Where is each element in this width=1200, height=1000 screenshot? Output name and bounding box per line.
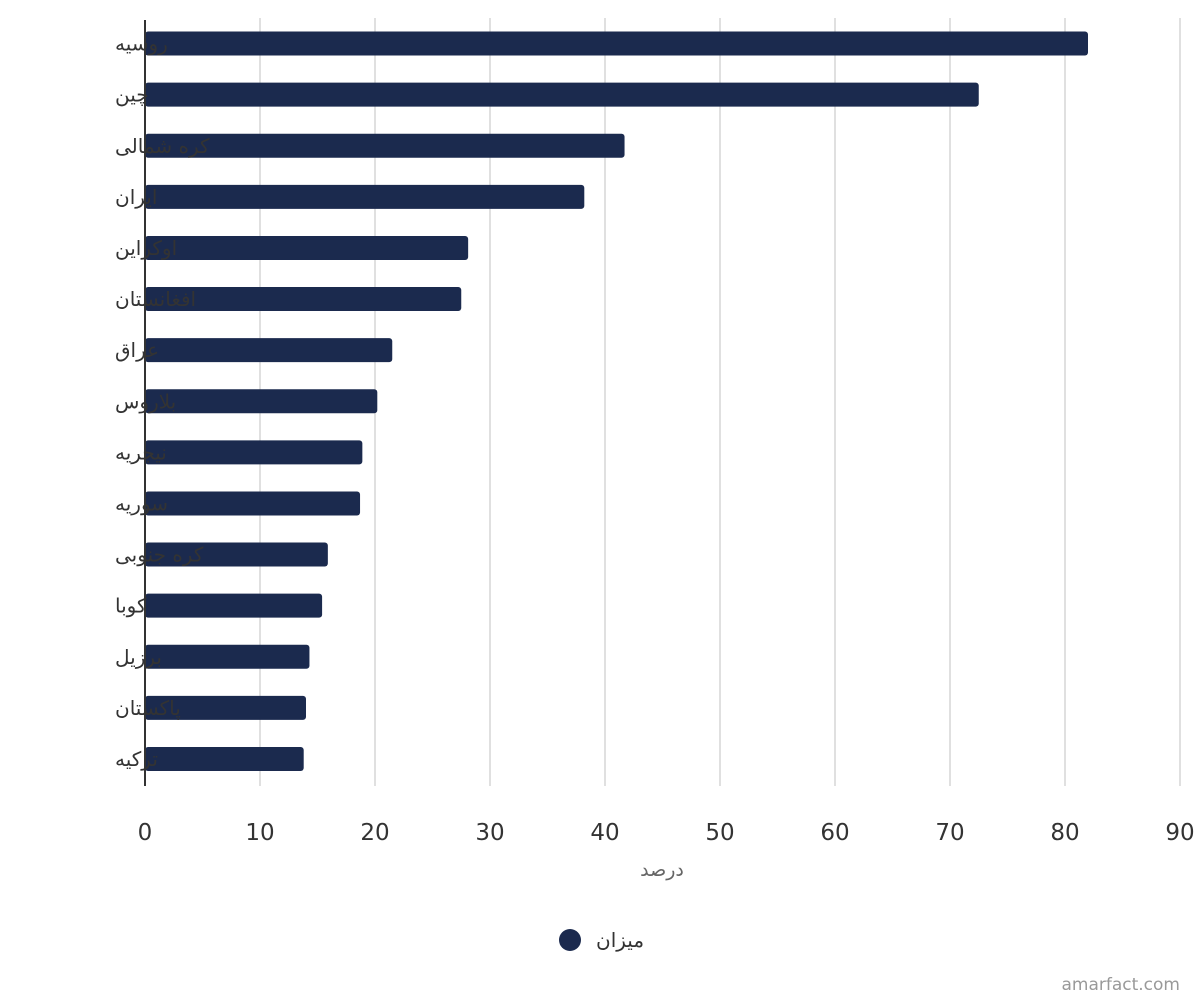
x-tick-label: 40 (590, 820, 619, 846)
bar[interactable] (145, 644, 310, 669)
category-label: سوریه (115, 491, 168, 515)
bar[interactable] (145, 133, 625, 158)
x-tick-labels: 0 10 20 30 40 50 60 70 80 90 (138, 820, 1195, 846)
x-tick-label: 0 (138, 820, 153, 846)
category-label: کوبا (115, 594, 147, 618)
category-label: روسیه (115, 32, 168, 56)
legend-marker (559, 929, 581, 951)
category-label: برزیل (115, 645, 162, 669)
category-label: چین (115, 83, 149, 107)
category-label: کره جنوبی (115, 543, 204, 567)
x-tick-label: 70 (935, 820, 964, 846)
category-label: افغانستان (115, 287, 196, 311)
legend[interactable]: میزان (559, 928, 644, 952)
x-tick-label: 20 (360, 820, 389, 846)
bar[interactable] (145, 338, 393, 363)
bar[interactable] (145, 746, 304, 771)
category-label: ترکیه (115, 747, 158, 771)
bar[interactable] (145, 695, 306, 720)
bar[interactable] (145, 542, 328, 567)
credit-text[interactable]: amarfact.com (1061, 975, 1180, 995)
x-tick-label: 80 (1050, 820, 1079, 846)
category-label: اوکراین (115, 236, 177, 260)
bar[interactable] (145, 389, 378, 414)
category-labels: روسیه چین کره شمالی ایران اوکراین افغانستان عر… (115, 32, 210, 771)
bar[interactable] (145, 184, 585, 209)
category-label: ایران (115, 185, 157, 209)
bar[interactable] (145, 491, 361, 516)
category-label: بلاروس (115, 389, 176, 413)
x-tick-label: 50 (705, 820, 734, 846)
bar[interactable] (145, 235, 469, 260)
bar[interactable] (145, 31, 1088, 56)
category-label: نیجریه (115, 440, 167, 464)
bars (145, 31, 1088, 771)
x-tick-label: 60 (820, 820, 849, 846)
bar[interactable] (145, 287, 462, 312)
bar[interactable] (145, 82, 979, 107)
bar[interactable] (145, 440, 363, 465)
x-tick-label: 90 (1165, 820, 1194, 846)
category-label: پاکستان (115, 696, 181, 721)
x-axis-title: درصد (640, 859, 684, 881)
bar[interactable] (145, 593, 323, 618)
x-tick-label: 10 (245, 820, 274, 846)
legend-label: میزان (596, 928, 644, 952)
category-label: عراق (115, 338, 159, 362)
gridlines (259, 18, 1181, 786)
category-label: کره شمالی (115, 134, 210, 158)
x-tick-label: 30 (475, 820, 504, 846)
